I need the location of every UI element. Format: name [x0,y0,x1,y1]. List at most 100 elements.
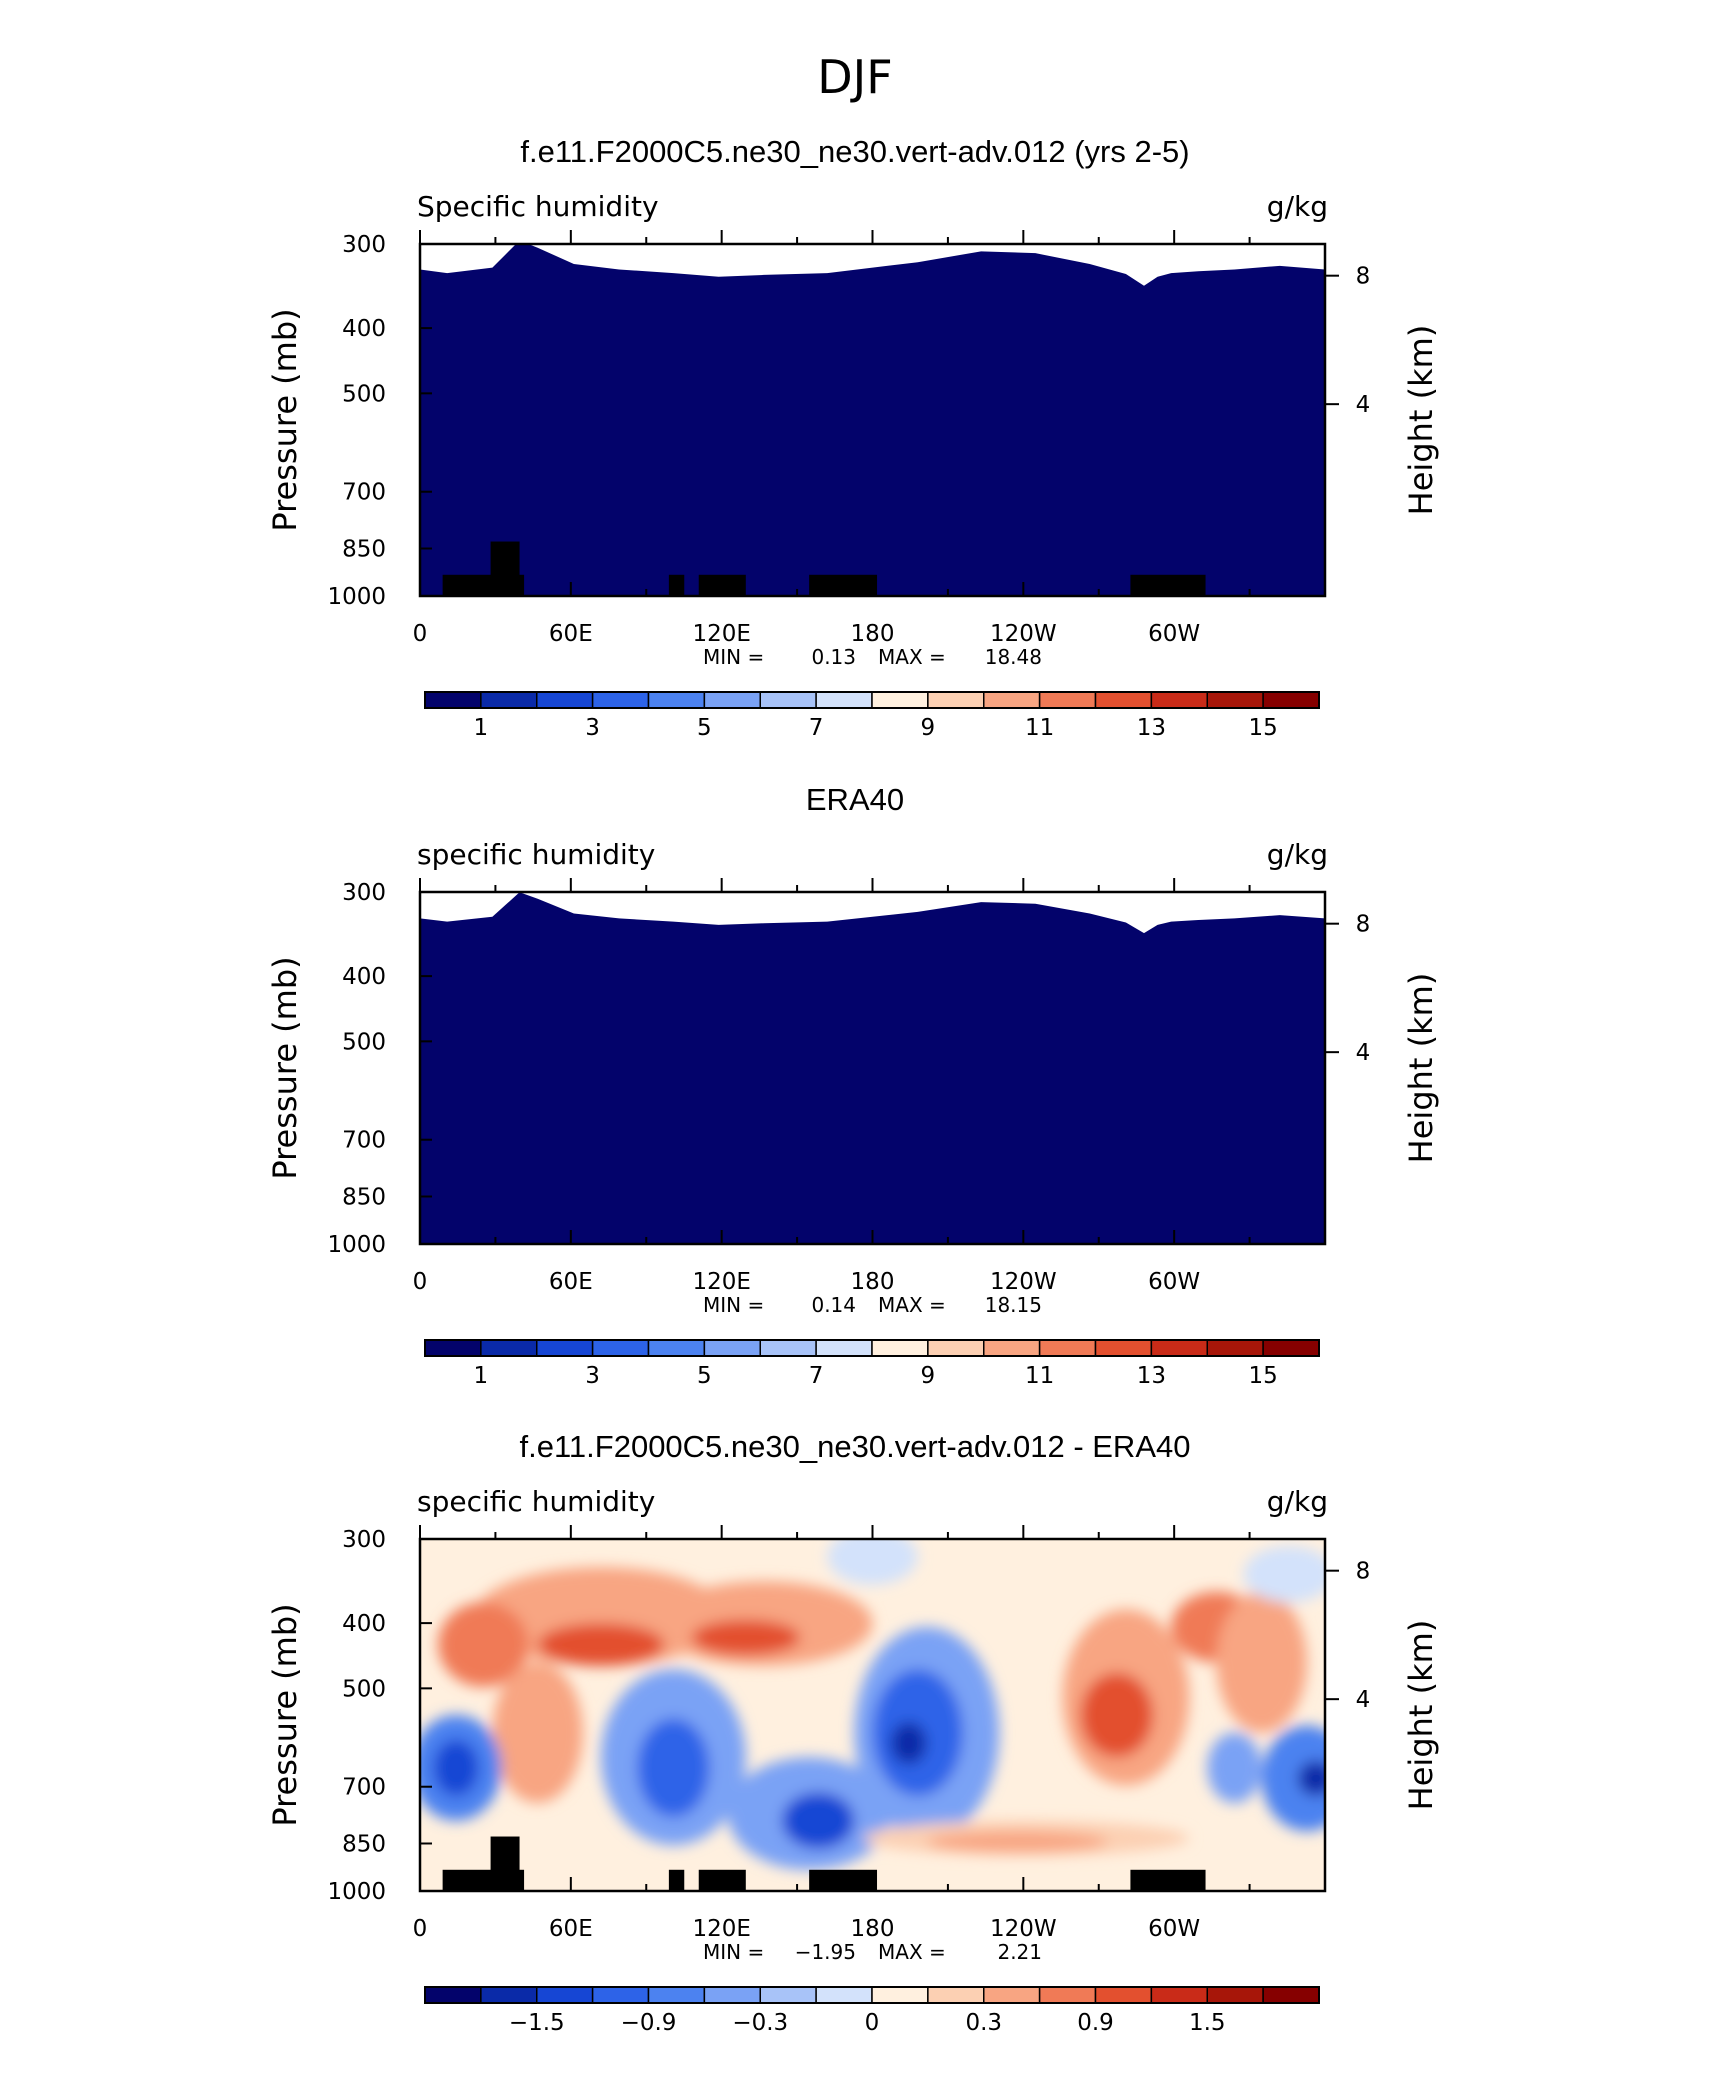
x-tick-label: 120W [990,1269,1057,1295]
min-label: MIN = [703,645,764,669]
colorbar-box [1038,691,1097,709]
units-label: g/kg [1267,1485,1328,1518]
panel-1: f.e11.F2000C5.ne30_ne30.vert-adv.012 (yr… [266,134,1440,741]
y-tick-label: 300 [342,232,386,258]
colorbar: 1 3 5 7 9 11 13 15 [424,1339,1320,1389]
terrain-mask [515,1869,525,1891]
y-tick-label: 850 [342,536,386,562]
contour-group [420,1539,1325,1870]
colorbar-box [424,1339,482,1357]
colorbar-box [1150,1986,1208,2004]
y-axis-title-right: Height (km) [1402,325,1440,516]
colorbar-label: 11 [1025,715,1054,741]
height-tick-label: 4 [1356,1040,1371,1066]
colorbar-box [927,1986,985,2004]
colorbar-label: 0.3 [965,2010,1002,2036]
y-tick-label: 700 [342,1128,386,1154]
colorbar-box [871,1986,929,2004]
colorbar-label: 7 [809,1363,824,1389]
y-axis-title-right: Height (km) [1402,1620,1440,1811]
colorbar-box [1262,1339,1320,1357]
x-tick-label: 60W [1148,1269,1200,1295]
contour-fill [420,892,1325,1244]
y-tick-label: 500 [342,381,386,407]
height-tick-label: 4 [1356,1687,1371,1713]
colorbar-frame [424,1339,1320,1357]
y-tick-label: 850 [342,1184,386,1210]
panel-title: f.e11.F2000C5.ne30_ne30.vert-adv.012 - E… [520,1429,1191,1464]
y-tick-label: 1000 [327,584,386,610]
colorbar-box [759,691,817,709]
x-tick-label: 0 [413,621,428,647]
contour-fill [537,1623,665,1666]
x-tick-label: 60W [1148,621,1200,647]
colorbar-box [1150,691,1208,709]
variable-label: specific humidity [417,838,655,871]
colorbar-box [591,1986,650,2004]
contour-fill [433,1739,479,1796]
x-tick-label: 120W [990,621,1057,647]
y-axis-title-left: Pressure (mb) [266,1603,304,1826]
terrain-mask [515,574,525,596]
y-tick-label: 700 [342,480,386,506]
colorbar-box [591,691,650,709]
y-tick-label: 400 [342,964,386,990]
colorbar-box [536,1339,594,1357]
y-tick-label: 850 [342,1831,386,1857]
contour-field [420,1539,1325,1891]
x-tick-label: 120W [990,1916,1057,1942]
colorbar-label: 7 [809,715,824,741]
contour-fill [926,1831,1108,1853]
contour-fill [827,1539,918,1585]
terrain-mask [490,541,520,596]
colorbar-label: 13 [1137,1363,1166,1389]
height-tick-label: 8 [1356,1559,1371,1585]
min-value: 0.13 [811,645,856,669]
terrain-mask [490,1836,520,1891]
terrain-mask [1130,574,1206,596]
x-tick-label: 120E [692,1269,750,1295]
colorbar-frame [424,691,1320,709]
y-axis-title-left: Pressure (mb) [266,956,304,1179]
contour-fill [1207,1732,1262,1804]
height-tick-label: 8 [1356,264,1371,290]
x-tick-label: 0 [413,1269,428,1295]
y-tick-label: 1000 [327,1232,386,1258]
y-tick-label: 500 [342,1029,386,1055]
colorbar-label: 9 [921,715,936,741]
colorbar-label: 15 [1248,1363,1277,1389]
colorbar-box [647,1339,706,1357]
units-label: g/kg [1267,838,1328,871]
colorbar-label: 5 [697,715,712,741]
x-tick-label: 60E [549,1269,593,1295]
colorbar-box [871,691,929,709]
colorbar-label: 0 [865,2010,880,2036]
terrain-mask [668,574,685,596]
colorbar-box [480,691,538,709]
colorbar: 1 3 5 7 9 11 13 15 [424,691,1320,741]
contour-fill [474,1567,728,1666]
max-label: MAX = [878,1293,946,1317]
contour-fill [492,1662,583,1803]
contour-fill [1216,1591,1307,1733]
colorbar-box [424,691,482,709]
terrain-mask [1130,1869,1206,1891]
colorbar-label: −0.3 [732,2010,788,2036]
colorbar-box [647,691,706,709]
y-tick-label: 300 [342,880,386,906]
x-tick-label: 180 [851,1916,895,1942]
colorbar-box [815,691,873,709]
terrain-mask [668,1869,685,1891]
colorbar-label: 5 [697,1363,712,1389]
colorbar-box [1150,1339,1208,1357]
x-tick-label: 120E [692,621,750,647]
y-tick-label: 400 [342,316,386,342]
contour-fill [890,1722,927,1765]
colorbar-box [1206,1339,1264,1357]
y-tick-label: 400 [342,1611,386,1637]
colorbar-label: 13 [1137,715,1166,741]
colorbar-box [983,1986,1041,2004]
max-label: MAX = [878,1940,946,1964]
colorbar-box [703,1339,761,1357]
